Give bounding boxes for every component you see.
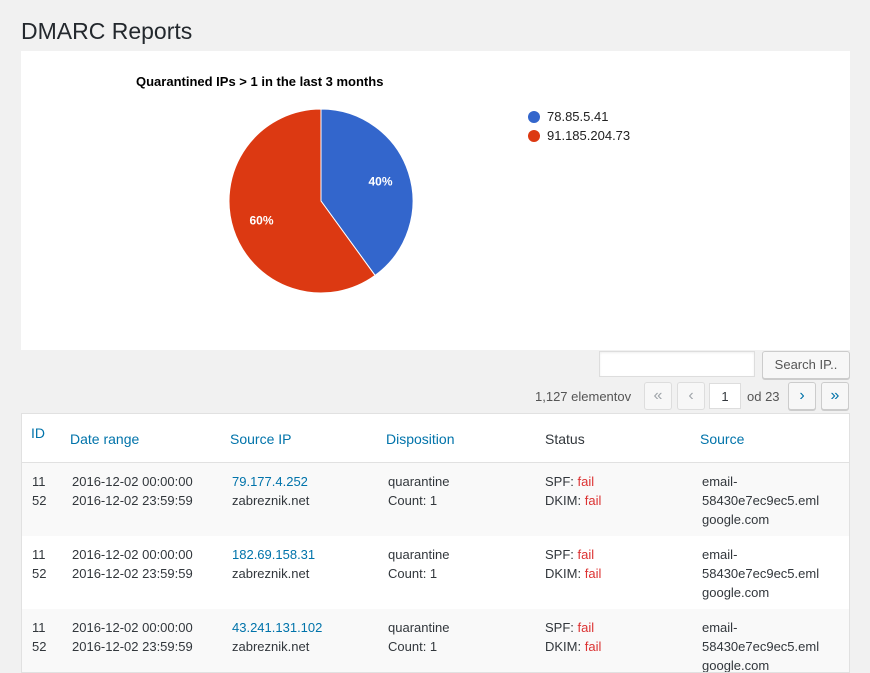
pie-slice-label: 40% xyxy=(368,175,392,189)
dkim-status: fail xyxy=(584,566,602,581)
chart-title: Quarantined IPs > 1 in the last 3 months xyxy=(136,74,383,89)
legend-item[interactable]: 78.85.5.41 xyxy=(528,107,630,126)
dkim-status: fail xyxy=(584,493,602,508)
legend-label: 78.85.5.41 xyxy=(547,109,609,124)
legend-item[interactable]: 91.185.204.73 xyxy=(528,126,630,145)
cell-source-ip: 79.177.4.252 zabreznik.net xyxy=(232,474,310,508)
cell-source-ip: 182.69.158.31 zabreznik.net xyxy=(232,547,316,581)
spf-status: fail xyxy=(577,547,595,562)
page-total: od 23 xyxy=(747,389,780,404)
legend-label: 91.185.204.73 xyxy=(547,128,631,143)
cell-disposition: quarantine Count: 1 xyxy=(388,474,450,508)
table-row: 11 52 2016-12-02 00:00:00 2016-12-02 23:59… xyxy=(22,609,849,673)
cell-status: SPF: fail DKIM: fail xyxy=(545,620,602,654)
dkim-status: fail xyxy=(584,639,602,654)
cell-date-range: 2016-12-02 00:00:00 2016-12-02 23:59:59 xyxy=(72,474,193,508)
next-page-button[interactable]: › xyxy=(788,382,816,410)
cell-source-ip: 43.241.131.102 zabreznik.net xyxy=(232,620,323,654)
prev-page-button[interactable]: ‹ xyxy=(677,382,705,410)
current-page-input[interactable] xyxy=(709,383,741,409)
spf-status: fail xyxy=(577,474,595,489)
cell-source: email- 58430e7ec9ec5.eml google.com xyxy=(702,474,820,527)
page-title: DMARC Reports xyxy=(21,18,193,44)
cell-date-range: 2016-12-02 00:00:00 2016-12-02 23:59:59 xyxy=(72,547,193,581)
first-page-button[interactable]: « xyxy=(644,382,672,410)
cell-id: 11 52 xyxy=(32,547,47,581)
chart-panel: Quarantined IPs > 1 in the last 3 months… xyxy=(21,51,850,350)
last-page-button[interactable]: » xyxy=(821,382,849,410)
legend-swatch xyxy=(528,129,540,142)
column-header-source[interactable]: Source xyxy=(700,431,745,447)
chart-legend: 78.85.5.41 91.185.204.73 xyxy=(528,107,630,145)
table-row: 11 52 2016-12-02 00:00:00 2016-12-02 23:59… xyxy=(22,463,849,536)
cell-date-range: 2016-12-02 00:00:00 2016-12-02 23:59:59 xyxy=(72,620,193,654)
column-header-date-range[interactable]: Date range xyxy=(70,431,140,447)
spf-status: fail xyxy=(577,620,595,635)
search-button[interactable]: Search IP.. xyxy=(762,351,850,379)
pie-slice-0[interactable] xyxy=(320,108,414,277)
pie-chart: Quarantined IPs > 1 in the last 3 months… xyxy=(136,74,414,294)
column-header-id[interactable]: ID xyxy=(31,425,45,441)
pie-slice-1[interactable] xyxy=(228,108,376,294)
cell-status: SPF: fail DKIM: fail xyxy=(545,547,602,581)
cell-disposition: quarantine Count: 1 xyxy=(388,620,450,654)
source-ip-link[interactable]: 43.241.131.102 xyxy=(232,620,323,635)
cell-status: SPF: fail DKIM: fail xyxy=(545,474,602,508)
table-row: 11 52 2016-12-02 00:00:00 2016-12-02 23:59… xyxy=(22,536,849,609)
source-ip-link[interactable]: 79.177.4.252 xyxy=(232,474,308,489)
pie-slice-label: 60% xyxy=(249,213,273,227)
search-input[interactable] xyxy=(599,351,755,377)
cell-disposition: quarantine Count: 1 xyxy=(388,547,450,581)
reports-table: ID Date range Source IP Disposition Stat… xyxy=(21,413,850,673)
cell-source: email- 58430e7ec9ec5.eml google.com xyxy=(702,547,820,600)
table-header: ID Date range Source IP Disposition Stat… xyxy=(22,414,849,463)
column-header-source-ip[interactable]: Source IP xyxy=(230,431,292,447)
column-header-disposition[interactable]: Disposition xyxy=(386,431,455,447)
cell-source: email- 58430e7ec9ec5.eml google.com xyxy=(702,620,820,673)
legend-swatch xyxy=(528,110,540,123)
source-ip-link[interactable]: 182.69.158.31 xyxy=(232,547,316,562)
cell-id: 11 52 xyxy=(32,474,47,508)
pagination: 1,127 elementov « ‹ od 23 › » xyxy=(0,382,870,410)
items-count: 1,127 elementov xyxy=(535,389,632,404)
column-header-status: Status xyxy=(545,431,585,447)
cell-id: 11 52 xyxy=(32,620,47,654)
